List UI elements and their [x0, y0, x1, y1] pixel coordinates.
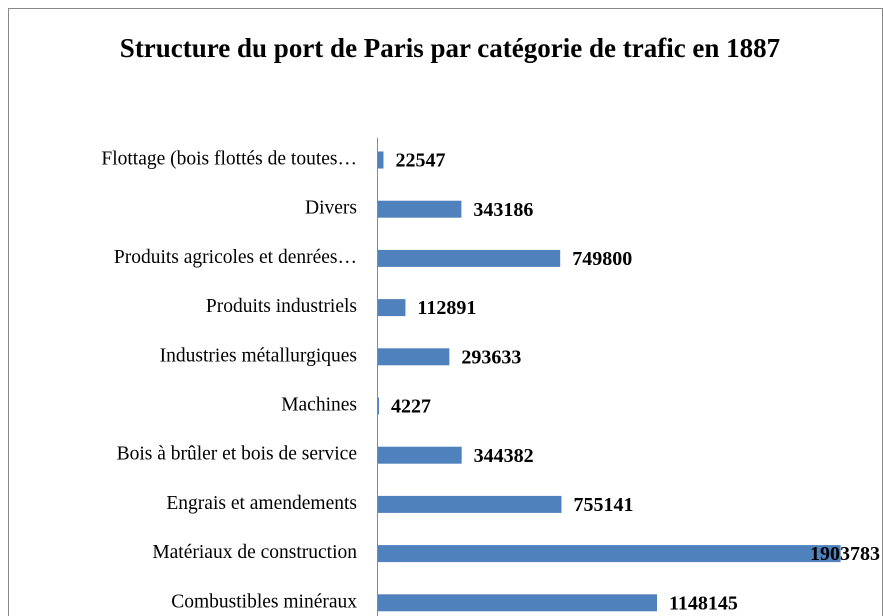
data-label: 755141: [573, 494, 633, 516]
bar: [378, 299, 406, 317]
category-label: Matériaux de construction: [152, 542, 357, 563]
category-label: Combustibles minéraux: [171, 591, 357, 612]
data-label: 343186: [473, 199, 533, 221]
bar: [378, 545, 841, 563]
bar: [378, 249, 561, 267]
data-label: 4227: [391, 396, 431, 418]
chart-title: Structure du port de Paris par catégorie…: [119, 33, 781, 63]
category-label: Engrais et amendements: [166, 493, 357, 514]
bar: [378, 495, 562, 513]
bar: [378, 397, 380, 415]
data-label: 344382: [474, 445, 534, 467]
bar: [378, 151, 384, 169]
data-label: 1903783: [810, 543, 880, 565]
category-label: Bois à brûler et bois de service: [117, 444, 357, 465]
category-label: Flottage (bois flottés de toutes…: [101, 148, 357, 169]
data-label: 1148145: [669, 592, 738, 614]
bar: [378, 594, 657, 612]
category-label: Produits industriels: [206, 296, 357, 317]
data-label: 749800: [572, 248, 632, 270]
bar: [378, 348, 450, 366]
category-label: Divers: [305, 198, 357, 219]
category-label: Industries métallurgiques: [160, 345, 357, 366]
chart-frame: [8, 8, 883, 616]
data-label: 293633: [461, 346, 521, 368]
data-label: 112891: [417, 297, 476, 319]
bar: [378, 446, 462, 464]
bar: [378, 200, 462, 218]
category-label: Machines: [281, 394, 357, 415]
category-label: Produits agricoles et denrées…: [114, 247, 357, 268]
data-label: 22547: [395, 150, 445, 172]
